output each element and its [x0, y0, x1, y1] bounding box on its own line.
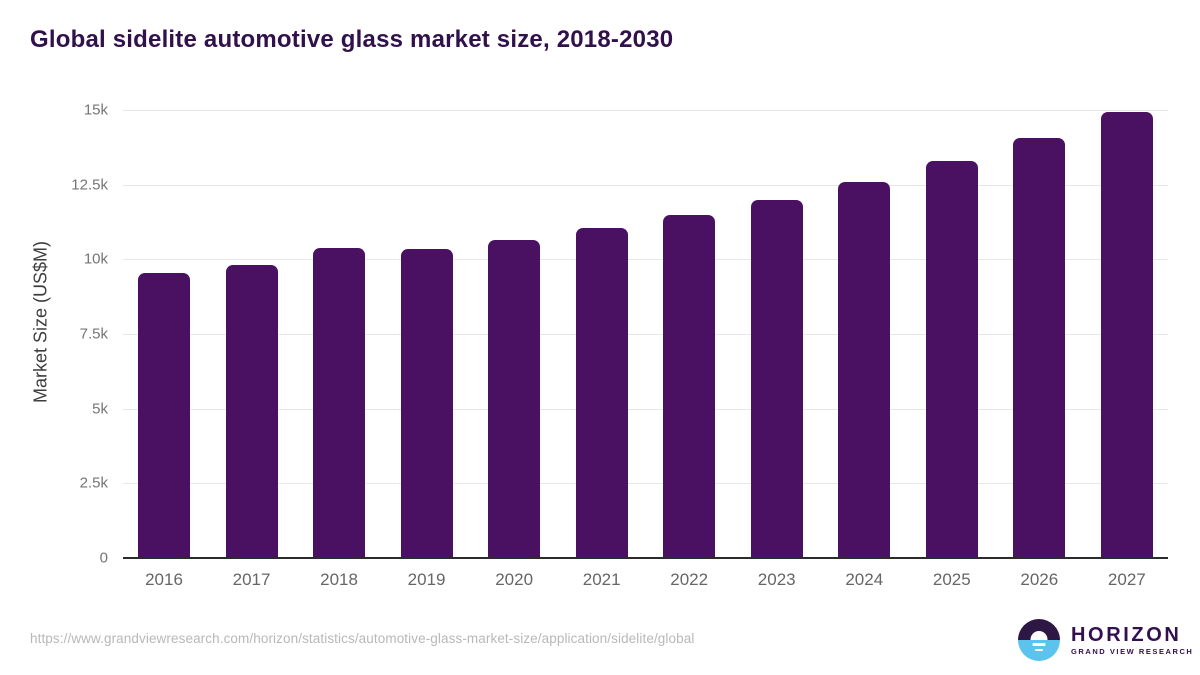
- x-tick-label-2027: 2027: [1107, 570, 1146, 589]
- x-tick-label-2024: 2024: [845, 570, 884, 589]
- logo-tagline: GRAND VIEW RESEARCH: [1071, 647, 1194, 656]
- sun-glyph: [1030, 631, 1048, 640]
- bar-2024[interactable]: [838, 182, 891, 558]
- gridline-10k: [123, 259, 1168, 261]
- y-tick-label-2.5k: 2.5k: [79, 474, 108, 492]
- bar-2017[interactable]: [225, 265, 278, 558]
- x-axis-tick-labels: 2016 2017 2018 2019 2020 2021 2022 2023 2024 2025…: [123, 570, 1168, 590]
- gridline-15k: [123, 110, 1168, 111]
- x-tick-label-2019: 2019: [407, 570, 446, 589]
- x-tick-label-2017: 2017: [232, 570, 271, 589]
- x-tick-label-2016: 2016: [145, 570, 183, 589]
- x-axis-line: [123, 557, 1168, 559]
- x-tick-label-2020: 2020: [495, 570, 534, 589]
- bar-2026[interactable]: [1013, 138, 1066, 558]
- y-tick-label-15k: 15k: [83, 101, 108, 119]
- bar-2018[interactable]: [313, 248, 366, 558]
- bars-row: [123, 110, 1168, 558]
- x-tick-label-2023: 2023: [757, 570, 796, 589]
- plot-area: [123, 110, 1168, 559]
- bar-2023[interactable]: [750, 200, 803, 558]
- wave-glyph: [1035, 648, 1043, 651]
- y-tick-label-7.5k: 7.5k: [79, 325, 108, 343]
- gridline-5k: [123, 408, 1168, 410]
- bar-2027[interactable]: [1100, 111, 1153, 558]
- y-tick-label-12.5k: 12.5k: [71, 176, 108, 194]
- y-tick-label-5k: 5k: [92, 400, 108, 418]
- x-tick-label-2018: 2018: [320, 570, 358, 589]
- bar-2016[interactable]: [138, 272, 190, 558]
- bar-2019[interactable]: [400, 249, 453, 558]
- bar-2025[interactable]: [925, 161, 978, 558]
- horizon-logo: HORIZON GRAND VIEW RESEARCH: [1018, 619, 1193, 661]
- x-tick-label-2022: 2022: [670, 570, 709, 589]
- x-tick-label-2026: 2026: [1020, 570, 1059, 589]
- x-tick-label-2021: 2021: [582, 570, 621, 589]
- bar-2020[interactable]: [488, 240, 541, 558]
- chart-title: Global sidelite automotive glass market …: [30, 26, 674, 53]
- wave-glyph: [1032, 643, 1046, 646]
- source-url-text: https://www.grandviewresearch.com/horizo…: [30, 631, 695, 646]
- gridline-7.5k: [123, 334, 1168, 335]
- logo-name: HORIZON: [1071, 624, 1182, 646]
- y-tick-label-0: 0: [99, 549, 108, 567]
- horizon-sun-icon: [1018, 619, 1060, 661]
- bar-2021[interactable]: [575, 228, 628, 558]
- gridline-2.5k: [123, 483, 1168, 485]
- gridline-12.5k: [123, 184, 1168, 186]
- x-tick-label-2025: 2025: [932, 570, 971, 589]
- logo-text: HORIZON GRAND VIEW RESEARCH: [1071, 624, 1193, 656]
- y-tick-label-10k: 10k: [83, 250, 108, 268]
- y-axis-tick-labels: 15k 12.5k 10k 7.5k 5k 2.5k 0: [0, 102, 108, 567]
- bar-2022[interactable]: [663, 215, 716, 558]
